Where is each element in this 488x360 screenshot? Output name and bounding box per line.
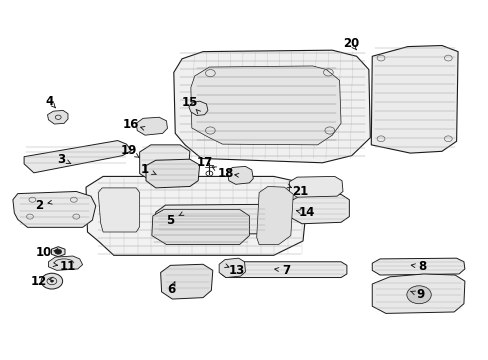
Circle shape xyxy=(50,280,53,282)
Polygon shape xyxy=(290,194,348,224)
Polygon shape xyxy=(219,258,245,278)
Text: 18: 18 xyxy=(217,167,234,180)
Polygon shape xyxy=(98,188,140,232)
Text: 3: 3 xyxy=(58,153,65,166)
Polygon shape xyxy=(371,258,464,275)
Text: 10: 10 xyxy=(36,246,52,259)
Text: 9: 9 xyxy=(415,288,423,301)
Polygon shape xyxy=(146,159,199,188)
Text: 2: 2 xyxy=(35,199,43,212)
Polygon shape xyxy=(221,262,346,278)
Text: 19: 19 xyxy=(120,144,136,157)
Polygon shape xyxy=(188,101,207,116)
Polygon shape xyxy=(24,140,131,173)
Polygon shape xyxy=(173,50,369,163)
Polygon shape xyxy=(289,176,342,197)
Polygon shape xyxy=(51,247,65,257)
Text: 5: 5 xyxy=(166,214,174,227)
Text: 16: 16 xyxy=(123,118,139,131)
Text: 1: 1 xyxy=(140,163,148,176)
Text: 11: 11 xyxy=(60,260,76,273)
Text: 20: 20 xyxy=(342,36,358,50)
Text: 21: 21 xyxy=(292,185,308,198)
Circle shape xyxy=(41,273,62,289)
Polygon shape xyxy=(370,45,457,153)
Circle shape xyxy=(55,249,61,254)
Text: 15: 15 xyxy=(182,96,198,109)
Text: 4: 4 xyxy=(45,95,54,108)
Polygon shape xyxy=(48,256,82,270)
Text: 13: 13 xyxy=(228,264,245,277)
Polygon shape xyxy=(86,176,307,255)
Text: 6: 6 xyxy=(167,283,175,296)
Text: 8: 8 xyxy=(418,260,426,273)
Circle shape xyxy=(406,286,430,304)
Text: 14: 14 xyxy=(298,207,314,220)
Polygon shape xyxy=(140,145,189,181)
Polygon shape xyxy=(152,210,249,244)
Polygon shape xyxy=(371,274,464,314)
Polygon shape xyxy=(190,66,340,145)
Polygon shape xyxy=(160,264,212,299)
Polygon shape xyxy=(47,111,68,124)
Polygon shape xyxy=(227,166,253,184)
Polygon shape xyxy=(13,192,96,227)
Text: 17: 17 xyxy=(196,156,212,169)
Polygon shape xyxy=(136,117,167,135)
Text: 7: 7 xyxy=(281,264,289,277)
Polygon shape xyxy=(256,186,293,244)
Text: 12: 12 xyxy=(31,275,47,288)
Polygon shape xyxy=(156,204,267,234)
